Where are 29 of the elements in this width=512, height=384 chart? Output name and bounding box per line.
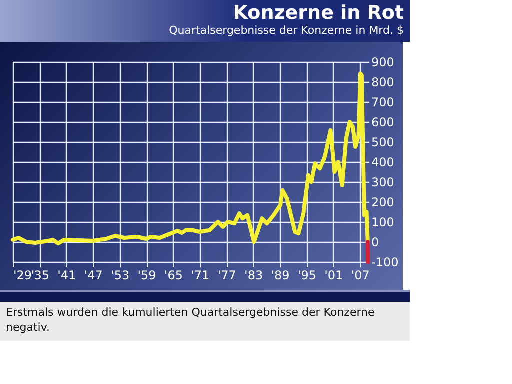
chart-subtitle: Quartalsergebnisse der Konzerne in Mrd. $ [168, 24, 404, 38]
y-tick-label: 900 [372, 56, 394, 70]
text: Erstmals wurden die kumulierten Quartalsergebnisse der Konzerne negativ. [0, 302, 410, 341]
y-tick-label: 600 [372, 116, 394, 130]
x-tick-label: '29 [14, 268, 32, 282]
y-tick-label: 400 [372, 156, 394, 170]
y-tick-label: 300 [372, 176, 394, 190]
x-tick-label: '89 [271, 268, 290, 282]
y-tick-label: 0 [372, 236, 380, 250]
x-tick-label: '01 [324, 268, 344, 282]
x-tick-label: '41 [58, 268, 76, 282]
x-tick-label: '07 [351, 268, 370, 282]
x-tick-label: '59 [138, 268, 156, 282]
y-tick-label: 800 [372, 76, 394, 90]
x-tick-label: '77 [218, 268, 236, 282]
line-series [11, 72, 370, 246]
y-tick-label: 700 [372, 96, 394, 110]
x-tick-label: '65 [164, 268, 183, 282]
x-tick-label: '71 [191, 268, 210, 282]
x-tick-label: '53 [111, 268, 130, 282]
x-tick-label: '83 [244, 268, 264, 282]
y-tick-label: 500 [372, 136, 394, 150]
x-tick-label: '95 [298, 268, 316, 282]
y-tick-label: -100 [372, 256, 399, 270]
x-tick-label: '47 [84, 268, 103, 282]
x-tick-label: '35 [30, 268, 50, 282]
y-tick-label: 100 [372, 216, 394, 230]
chart-title: Konzerne in Rot [232, 2, 404, 24]
y-tick-label: 200 [372, 196, 394, 210]
